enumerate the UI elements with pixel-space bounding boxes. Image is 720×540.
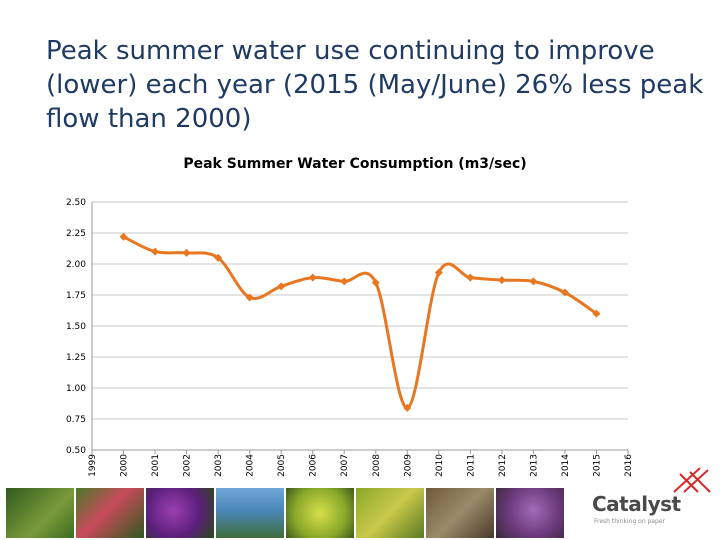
- y-tick-label: 1.50: [66, 322, 86, 332]
- x-tick-label: 1999: [88, 454, 98, 477]
- data-point: [592, 309, 601, 318]
- y-tick-label: 2.25: [66, 229, 86, 239]
- logo-tagline: Fresh thinking on paper: [594, 518, 665, 525]
- data-point: [434, 268, 443, 277]
- y-tick-label: 0.75: [66, 415, 86, 425]
- data-point: [497, 276, 506, 285]
- logo-mark-icon: [673, 467, 711, 493]
- data-point: [245, 293, 254, 302]
- company-logo: Catalyst Fresh thinking on paper: [590, 466, 714, 536]
- photo-strip: [6, 488, 564, 538]
- y-tick-label: 1.00: [66, 384, 86, 394]
- data-point: [214, 253, 223, 262]
- x-tick-label: 2001: [151, 454, 161, 477]
- x-tick-label: 2006: [309, 454, 319, 477]
- data-point: [340, 277, 349, 286]
- landscape-photo: [216, 488, 284, 538]
- x-tick-label: 2010: [435, 454, 445, 477]
- plant-photo: [426, 488, 494, 538]
- y-tick-label: 2.00: [66, 260, 86, 270]
- x-axis: 1999 2000 2001 2002 2003 2004 2005 2006 2007 2008…: [88, 454, 634, 477]
- chart-title: Peak Summer Water Consumption (m3/sec): [183, 156, 526, 172]
- y-tick-label: 2.50: [66, 198, 86, 208]
- x-tick-label: 2007: [340, 454, 350, 477]
- flower-photo: [76, 488, 144, 538]
- y-axis: 0.50 0.75 1.00 1.25 1.50 1.75 2.00 2.25 2.50: [66, 198, 86, 456]
- data-point: [277, 282, 286, 291]
- plant-photo: [286, 488, 354, 538]
- flower-photo: [146, 488, 214, 538]
- gridlines: [91, 201, 629, 454]
- flower-photo: [496, 488, 564, 538]
- x-tick-label: 2016: [624, 454, 634, 477]
- x-tick-label: 2002: [183, 454, 193, 477]
- data-point: [308, 273, 317, 282]
- series-line: [122, 235, 598, 410]
- data-point: [371, 278, 380, 287]
- data-point: [466, 273, 475, 282]
- logo-name: Catalyst: [592, 492, 681, 516]
- y-tick-label: 1.25: [66, 353, 86, 363]
- data-point: [529, 277, 538, 286]
- x-tick-label: 2000: [120, 454, 130, 477]
- slide-title: Peak summer water use continuing to impr…: [46, 36, 704, 134]
- x-tick-label: 2012: [498, 454, 508, 477]
- data-point: [403, 403, 412, 412]
- plant-photo: [356, 488, 424, 538]
- y-tick-label: 1.75: [66, 291, 86, 301]
- x-tick-label: 2014: [561, 454, 571, 477]
- x-tick-label: 2015: [592, 454, 602, 477]
- x-tick-label: 2009: [403, 454, 413, 477]
- data-point: [119, 232, 128, 241]
- data-point: [151, 247, 160, 256]
- x-tick-label: 2005: [277, 454, 287, 477]
- x-tick-label: 2011: [466, 454, 476, 477]
- y-tick-label: 0.50: [66, 446, 86, 456]
- series-layer: [119, 232, 601, 412]
- data-point: [560, 288, 569, 297]
- x-tick-label: 2003: [214, 454, 224, 477]
- x-tick-label: 2004: [246, 454, 256, 477]
- data-point: [182, 248, 191, 257]
- x-tick-label: 2008: [372, 454, 382, 477]
- x-tick-label: 2013: [529, 454, 539, 477]
- flower-photo: [6, 488, 74, 538]
